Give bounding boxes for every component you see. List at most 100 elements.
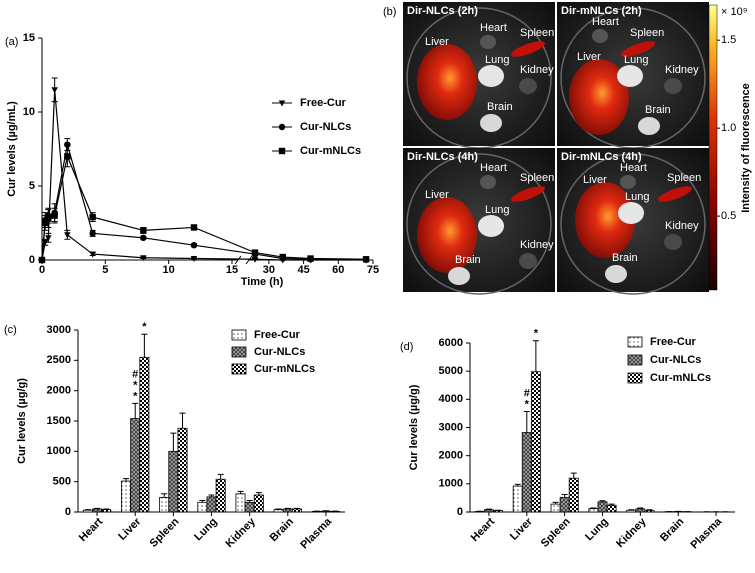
- legend-label: Free-Cur: [650, 336, 697, 348]
- error-bar: [608, 503, 615, 506]
- organ-label: Lung: [485, 54, 509, 66]
- organ-label: Kidney: [665, 64, 699, 76]
- legend-marker: [278, 147, 286, 155]
- significance-mark: #: [132, 368, 138, 380]
- marker: [51, 212, 58, 219]
- colorbar-multiplier: × 10⁹: [721, 6, 747, 18]
- legend-marker: [278, 123, 286, 131]
- marker: [140, 234, 147, 241]
- organ-image: [519, 78, 537, 94]
- error-bar: [84, 509, 91, 511]
- y-axis-label: Cur levels (µg/g): [408, 384, 420, 470]
- error-bar: [123, 478, 130, 482]
- y-tick-label: 0: [457, 506, 463, 518]
- organ-label: Brain: [455, 254, 481, 266]
- legend-swatch: [627, 336, 643, 348]
- bar: [644, 509, 655, 513]
- legend-label: Free-Cur: [254, 329, 301, 341]
- x-tick-label: Liver: [508, 515, 536, 543]
- x-tick-label: 15: [226, 264, 238, 276]
- colorbar-tick-label: 0.5: [721, 210, 736, 222]
- bar: [82, 509, 93, 513]
- error-bar: [199, 499, 206, 503]
- bar: [197, 501, 208, 513]
- legend-marker: [278, 100, 286, 107]
- y-axis-label: Cur levels (µg/g): [16, 378, 28, 464]
- y-tick-label: 1000: [47, 445, 71, 457]
- x-tick-label: 30: [263, 264, 275, 276]
- organ-image: [592, 29, 608, 43]
- organ-label: Liver: [425, 36, 449, 48]
- organ-image: [664, 78, 682, 94]
- bar: [273, 509, 284, 513]
- organ-image: [448, 267, 470, 285]
- organ-label: Heart: [480, 162, 507, 174]
- y-tick-label: 1000: [439, 478, 463, 490]
- organ-image: [620, 41, 656, 57]
- error-bar: [523, 410, 530, 433]
- organ-image: [618, 202, 644, 224]
- organ-image: [657, 186, 693, 202]
- significance-mark: *: [133, 379, 138, 391]
- organ-image: [417, 44, 477, 120]
- x-tick-label: Lung: [192, 516, 219, 543]
- error-bar: [590, 507, 597, 509]
- bar: [92, 508, 103, 513]
- bar: [597, 501, 608, 513]
- marker: [89, 251, 96, 258]
- marker: [140, 255, 147, 262]
- x-tick-label: Heart: [77, 515, 106, 544]
- axis-break: [234, 255, 242, 265]
- bar: [550, 503, 561, 513]
- legend-swatch: [231, 346, 247, 358]
- organ-image: [478, 215, 504, 237]
- organ-label: Lung: [485, 204, 509, 216]
- x-tick-label: 0: [39, 264, 45, 276]
- error-bar: [170, 432, 177, 452]
- legend-label: Free-Cur: [300, 97, 347, 109]
- y-tick-label: 1500: [47, 415, 71, 427]
- y-tick-label: 0: [29, 254, 35, 266]
- bar: [235, 493, 246, 513]
- legend-swatch: [627, 354, 643, 366]
- marker: [190, 224, 198, 231]
- error-bar: [514, 483, 521, 487]
- y-tick-label: 6000: [439, 337, 463, 349]
- tile-title: Dir-mNLCs (4h): [561, 151, 642, 163]
- axis-break: [245, 255, 253, 265]
- x-axis-label: Time (h): [241, 276, 284, 288]
- bar: [215, 478, 226, 513]
- bar: [253, 494, 264, 513]
- x-tick-label: 5: [102, 264, 108, 276]
- panel-label: (d): [400, 341, 413, 353]
- error-bar: [208, 494, 215, 497]
- marker: [38, 256, 46, 264]
- y-tick-label: 10: [23, 106, 35, 118]
- bar: [606, 504, 617, 513]
- organ-label: Liver: [425, 189, 449, 201]
- organ-image: [480, 114, 502, 132]
- tile-title: Dir-NLCs (4h): [407, 151, 478, 163]
- error-bar: [293, 507, 300, 509]
- bar: [130, 418, 141, 513]
- error-bar: [255, 492, 262, 496]
- bar: [568, 477, 579, 513]
- y-tick-label: 4000: [439, 393, 463, 405]
- marker: [89, 230, 96, 237]
- bar: [168, 450, 179, 513]
- bar: [244, 501, 255, 513]
- organ-label: Heart: [620, 162, 647, 174]
- error-bar: [237, 490, 244, 494]
- colorbar-tick-label: 1.0: [721, 122, 736, 134]
- organ-image: [480, 35, 496, 49]
- x-tick-label: Brain: [268, 515, 297, 544]
- y-tick-label: 500: [53, 476, 71, 488]
- y-tick-label: 2000: [47, 385, 71, 397]
- y-tick-label: 3000: [47, 324, 71, 336]
- colorbar: [708, 4, 718, 291]
- error-bar: [284, 507, 291, 509]
- organ-image: [510, 41, 546, 57]
- bar: [626, 509, 637, 513]
- x-tick-label: Kidney: [223, 515, 258, 550]
- y-tick-label: 3000: [439, 421, 463, 433]
